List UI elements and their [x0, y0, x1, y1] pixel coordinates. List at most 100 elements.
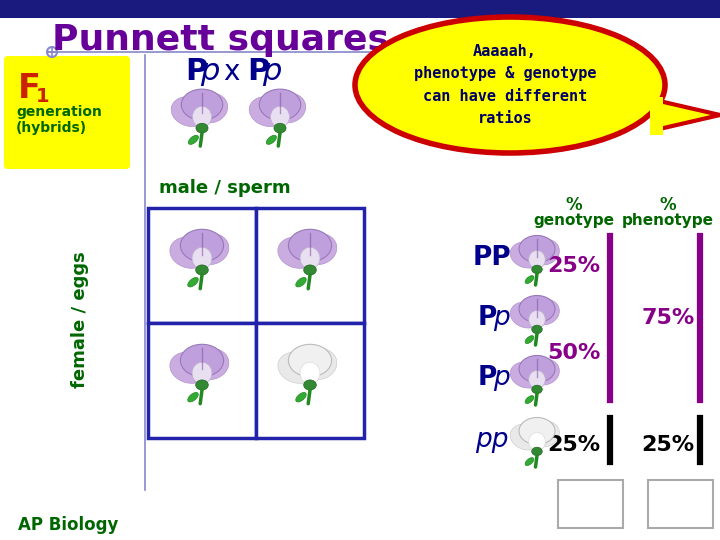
Ellipse shape — [530, 239, 559, 265]
Ellipse shape — [532, 385, 542, 394]
Text: P: P — [477, 365, 497, 391]
Ellipse shape — [196, 265, 208, 275]
Ellipse shape — [525, 457, 534, 465]
Ellipse shape — [296, 393, 306, 402]
Ellipse shape — [510, 302, 543, 328]
Text: x: x — [223, 58, 239, 86]
Bar — [256, 208, 364, 323]
Text: %: % — [660, 196, 676, 214]
Text: P: P — [477, 305, 497, 331]
Ellipse shape — [266, 136, 276, 144]
Ellipse shape — [192, 247, 212, 269]
Ellipse shape — [192, 362, 212, 384]
Ellipse shape — [296, 278, 306, 287]
Ellipse shape — [300, 247, 320, 269]
Ellipse shape — [532, 447, 542, 456]
Ellipse shape — [519, 235, 555, 262]
Bar — [648, 480, 713, 528]
Text: P: P — [247, 57, 269, 86]
Ellipse shape — [304, 380, 316, 390]
Text: 75%: 75% — [642, 308, 695, 328]
Text: %: % — [566, 196, 582, 214]
Bar — [256, 323, 364, 438]
Text: 25%: 25% — [547, 435, 600, 455]
Ellipse shape — [196, 123, 208, 133]
Ellipse shape — [278, 237, 317, 268]
Text: genotype: genotype — [534, 213, 614, 227]
Text: 25%: 25% — [547, 256, 600, 276]
Text: female / eggs: female / eggs — [71, 252, 89, 388]
Ellipse shape — [528, 251, 545, 268]
Ellipse shape — [525, 396, 534, 403]
Text: male / sperm: male / sperm — [159, 179, 291, 197]
Ellipse shape — [194, 93, 228, 123]
Ellipse shape — [301, 234, 337, 265]
Text: Punnett squares: Punnett squares — [52, 23, 389, 57]
Ellipse shape — [189, 136, 199, 144]
Text: p: p — [200, 57, 220, 86]
Text: 1: 1 — [36, 86, 50, 105]
Ellipse shape — [510, 362, 543, 388]
Ellipse shape — [301, 349, 337, 380]
Ellipse shape — [289, 230, 332, 262]
Ellipse shape — [289, 345, 332, 377]
Text: PP: PP — [472, 245, 511, 271]
Ellipse shape — [196, 380, 208, 390]
Bar — [0, 0, 720, 18]
Ellipse shape — [170, 352, 209, 383]
Polygon shape — [650, 97, 663, 135]
Ellipse shape — [193, 234, 229, 265]
Ellipse shape — [300, 362, 320, 384]
Ellipse shape — [532, 325, 542, 334]
Ellipse shape — [188, 278, 198, 287]
Bar — [148, 208, 256, 323]
Ellipse shape — [188, 393, 198, 402]
Text: phenotype: phenotype — [622, 213, 714, 227]
Ellipse shape — [528, 370, 545, 388]
Ellipse shape — [170, 237, 209, 268]
Text: Aaaaah,
phenotype & genotype
can have different
ratios: Aaaaah, phenotype & genotype can have di… — [414, 44, 596, 126]
Ellipse shape — [271, 106, 289, 127]
Text: P: P — [185, 57, 207, 86]
Text: p: p — [492, 305, 509, 331]
Ellipse shape — [519, 417, 555, 444]
Text: 25%: 25% — [642, 435, 695, 455]
Text: AP Biology: AP Biology — [18, 516, 118, 534]
Ellipse shape — [249, 97, 287, 126]
Ellipse shape — [525, 336, 534, 343]
Ellipse shape — [259, 89, 301, 120]
Text: p: p — [262, 57, 282, 86]
Ellipse shape — [532, 265, 542, 274]
Bar — [558, 480, 623, 528]
Ellipse shape — [510, 424, 543, 450]
Ellipse shape — [271, 93, 306, 123]
Ellipse shape — [530, 421, 559, 447]
Ellipse shape — [171, 97, 209, 126]
Ellipse shape — [192, 106, 212, 127]
Text: (hybrids): (hybrids) — [16, 121, 87, 135]
Ellipse shape — [181, 345, 224, 377]
Ellipse shape — [519, 295, 555, 322]
Ellipse shape — [519, 355, 555, 382]
Ellipse shape — [528, 433, 545, 450]
Ellipse shape — [181, 89, 222, 120]
Ellipse shape — [530, 299, 559, 325]
Text: F: F — [18, 71, 41, 105]
Ellipse shape — [355, 17, 665, 153]
Ellipse shape — [530, 359, 559, 385]
Text: pp: pp — [475, 427, 509, 453]
Ellipse shape — [528, 310, 545, 328]
Ellipse shape — [181, 230, 224, 262]
Ellipse shape — [193, 349, 229, 380]
Ellipse shape — [304, 265, 316, 275]
Text: 50%: 50% — [547, 343, 600, 363]
Ellipse shape — [274, 123, 286, 133]
Text: p: p — [492, 365, 509, 391]
Ellipse shape — [278, 352, 317, 383]
Bar — [148, 323, 256, 438]
Ellipse shape — [525, 275, 534, 284]
FancyBboxPatch shape — [4, 56, 130, 169]
Polygon shape — [655, 100, 720, 130]
Ellipse shape — [510, 242, 543, 268]
Text: generation: generation — [16, 105, 102, 119]
